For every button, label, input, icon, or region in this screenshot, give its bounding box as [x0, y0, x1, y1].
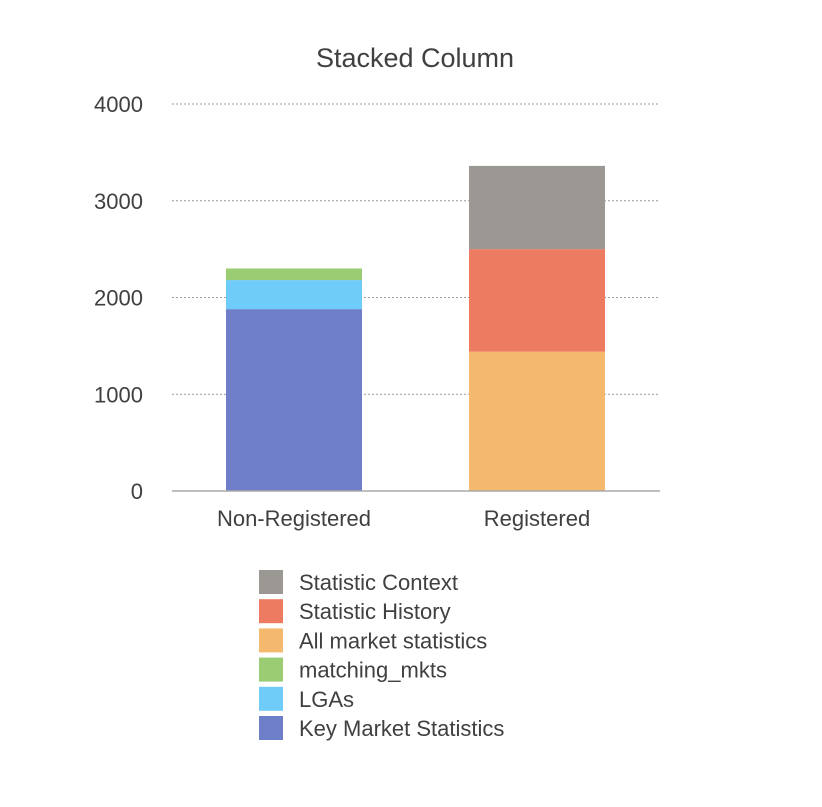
legend-item: LGAs: [259, 686, 354, 712]
legend-item: Key Market Statistics: [259, 716, 504, 741]
y-tick-label: 3000: [94, 189, 143, 214]
bars: [226, 165, 605, 491]
legend-item: All market statistics: [259, 628, 487, 653]
legend-label: All market statistics: [299, 628, 487, 653]
y-tick-label: 2000: [94, 286, 143, 311]
legend-label: Statistic Context: [299, 570, 458, 595]
y-tick-label: 1000: [94, 382, 143, 407]
legend-label: Statistic History: [299, 599, 451, 624]
bar-segment: [226, 268, 362, 281]
chart-title: Stacked Column: [316, 43, 514, 73]
bar-segment: [226, 280, 362, 310]
legend-swatch: [259, 570, 283, 594]
legend-label: Key Market Statistics: [299, 716, 504, 741]
x-tick-label: Registered: [484, 506, 590, 531]
legend-swatch: [259, 628, 283, 653]
y-tick-label: 4000: [94, 92, 143, 117]
legend-swatch: [259, 716, 283, 740]
legend-item: Statistic History: [259, 599, 451, 624]
legend-swatch: [259, 686, 283, 711]
x-tick-label: Non-Registered: [217, 506, 371, 531]
legend: Statistic Context Statistic History All ma…: [259, 570, 504, 741]
legend-label: LGAs: [299, 687, 354, 712]
bar-segment: [469, 249, 605, 352]
legend-item: Statistic Context: [259, 570, 458, 595]
y-tick-label: 0: [131, 479, 143, 504]
axes: 0 1000 2000 3000 4000 Non-Registered Registere…: [94, 92, 660, 531]
bar-segment: [226, 309, 362, 491]
legend-item: matching_mkts: [259, 657, 447, 683]
legend-label: matching_mkts: [299, 658, 447, 683]
legend-swatch: [259, 657, 283, 682]
legend-swatch: [259, 599, 283, 624]
bar-segment: [469, 351, 605, 491]
bar-segment: [469, 165, 605, 250]
